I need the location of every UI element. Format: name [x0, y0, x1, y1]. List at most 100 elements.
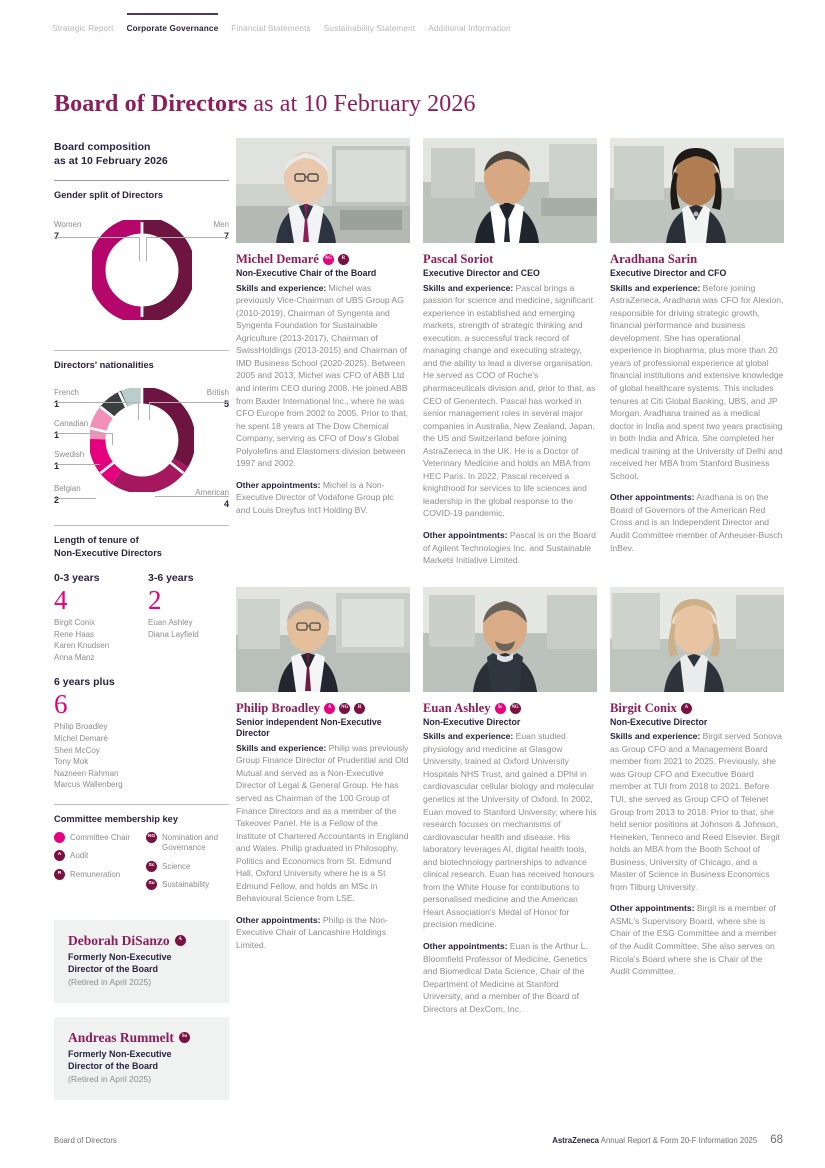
- director-name: Euan Ashley Sc NG: [423, 700, 521, 715]
- director-name: Birgit Conix A: [610, 701, 784, 716]
- director-name: Pascal Soriot: [423, 252, 494, 266]
- nav-item-financial-statements[interactable]: Financial Statements: [231, 24, 311, 33]
- key-label-sustainability: Sustainability: [162, 880, 210, 890]
- sustainability-badge-icon: Su: [146, 879, 157, 891]
- retired-director-name: Deborah DiSanzo A: [68, 933, 215, 949]
- audit-badge-icon: A: [54, 850, 65, 862]
- page-title: Board of Directors as at 10 February 202…: [54, 91, 476, 118]
- tenure-names-6-plus: Philip Broadley Michel Demaré Sheri McCo…: [54, 722, 123, 790]
- key-label-committee-chair: Committee Chair: [70, 832, 131, 842]
- director-card: Aradhana Sarin Executive Director and CF…: [610, 138, 784, 567]
- tenure-label-0-3: 0-3 years: [54, 572, 100, 584]
- retired-director-card: Andreas Rummelt Su Formerly Non-Executiv…: [54, 1016, 229, 1100]
- nav-item-additional-information[interactable]: Additional Information: [428, 24, 511, 33]
- footer-right: AstraZeneca Annual Report & Form 20-F In…: [552, 1134, 783, 1146]
- director-skills: Skills and experience: Philip was previo…: [236, 742, 409, 904]
- key-item-sustainability: Su Sustainability: [146, 879, 228, 891]
- leader-line-women-drop: [139, 237, 140, 261]
- divider: [54, 803, 229, 805]
- nationality-label-british: British 5: [206, 388, 229, 409]
- director-role: Executive Director and CFO: [610, 268, 727, 278]
- tenure-names-0-3: Birgit Conix Rene Haas Karen Knudsen Ann…: [54, 618, 110, 662]
- director-skills: Skills and experience: Pascal brings a p…: [423, 282, 596, 519]
- leader-line-canadian: [54, 433, 112, 434]
- section-nav: Strategic Report Corporate Governance Fi…: [52, 13, 782, 44]
- nav-item-corporate-governance[interactable]: Corporate Governance: [126, 13, 219, 36]
- remuneration-badge-icon: R: [354, 702, 366, 714]
- nationality-label-belgian: Belgian 2: [54, 484, 81, 505]
- audit-badge-icon: A: [680, 702, 692, 714]
- director-other-appointments: Other appointments: Aradhana is on the B…: [610, 492, 783, 553]
- director-card: Birgit Conix A Non-Executive Director Sk…: [610, 586, 784, 1016]
- tenure-label-6-plus: 6 years plus: [54, 676, 115, 689]
- committee-key: Committee Chair A Audit R Remuneration N…: [54, 831, 229, 898]
- key-label-nomination-governance: Nomination and Governance: [162, 832, 219, 853]
- director-skills: Skills and experience: Before joining As…: [610, 282, 784, 481]
- key-item-audit: A Audit: [54, 850, 136, 862]
- director-role: Non-Executive Director: [423, 716, 521, 727]
- director-other-appointments: Other appointments: Euan is the Arthur L…: [423, 940, 588, 1014]
- director-other-appointments: Other appointments: Pascal is on the Boa…: [423, 529, 596, 566]
- page-title-rest: as at 10 February 2026: [247, 91, 476, 118]
- committee-key-heading: Committee membership key: [54, 813, 179, 824]
- key-item-science: Sc Science: [146, 860, 228, 873]
- director-bio: Skills and experience: Philip was previo…: [236, 742, 410, 952]
- leader-line-british-drop: [149, 402, 150, 420]
- nationalities-donut-svg: [89, 388, 194, 492]
- leader-line-canadian-drop: [112, 433, 113, 445]
- key-item-committee-chair: Committee Chair: [54, 831, 136, 844]
- committee-chair-badge-icon: [54, 831, 65, 843]
- retired-director-role: Formerly Non-Executive Director of the B…: [68, 951, 172, 974]
- director-card: Michel Demaré NG R Non-Executive Chair o…: [236, 138, 410, 567]
- portrait-pascal-soriot: [423, 138, 597, 243]
- gender-label-men: Men 7: [213, 220, 229, 241]
- divider: [54, 350, 229, 351]
- portrait-euan-ashley: [423, 586, 597, 692]
- director-role: Non-Executive Director: [610, 716, 708, 727]
- director-bio: Skills and experience: Michel was previo…: [236, 282, 410, 517]
- leader-line-men-drop: [146, 237, 147, 261]
- director-bio: Skills and experience: Birgit served Son…: [610, 730, 784, 977]
- footer-section-label: Board of Directors: [54, 1136, 117, 1145]
- leader-line-men: [146, 237, 229, 238]
- nomination-governance-badge-icon: NG: [146, 831, 157, 843]
- nationality-label-canadian: Canadian 1: [54, 419, 89, 440]
- remuneration-badge-icon: R: [54, 868, 65, 880]
- key-item-nomination-governance: NG Nomination and Governance: [146, 831, 228, 854]
- nomination-governance-badge-icon: NG: [322, 254, 334, 265]
- key-item-remuneration: R Remuneration: [54, 868, 136, 881]
- director-card: Euan Ashley Sc NG Non-Executive Director…: [423, 586, 597, 1016]
- nav-item-strategic-report[interactable]: Strategic Report: [52, 24, 114, 33]
- nomination-governance-badge-icon: NG: [509, 702, 521, 714]
- director-role: Senior independent Non-Executive Directo…: [236, 716, 382, 739]
- science-badge-icon: Sc: [494, 702, 506, 714]
- leader-line-swedish: [54, 464, 100, 465]
- director-skills: Skills and experience: Euan studied phys…: [423, 731, 597, 930]
- tenure-group-3-6: 3-6 years 2 Euan Ashley Diana Layfield: [148, 572, 228, 663]
- leader-line-french: [54, 402, 138, 403]
- director-row: Michel Demaré NG R Non-Executive Chair o…: [236, 138, 784, 567]
- board-composition-panel: Board composition as at 10 February 2026…: [54, 140, 229, 1100]
- nav-item-sustainability-statement[interactable]: Sustainability Statement: [323, 24, 416, 33]
- leader-line-american: [155, 496, 229, 497]
- leader-line-women: [54, 237, 139, 238]
- committee-key-col-left: Committee Chair A Audit R Remuneration: [54, 831, 136, 898]
- gender-donut-svg: [91, 220, 192, 320]
- retired-director-date: (Retired in April 2025): [68, 1073, 152, 1084]
- director-bio: Skills and experience: Before joining As…: [610, 282, 784, 554]
- tenure-count-6-plus: 6: [54, 689, 68, 720]
- director-row: Philip Broadley A NG R Senior independen…: [236, 586, 784, 1016]
- leader-line-belgian: [54, 498, 96, 499]
- director-skills: Skills and experience: Michel was previo…: [236, 282, 408, 469]
- key-label-science: Science: [162, 861, 191, 871]
- board-composition-heading-line1: Board composition: [54, 141, 151, 153]
- tenure-heading-line2: Non-Executive Directors: [54, 548, 162, 558]
- portrait-michel-demare: [236, 138, 410, 243]
- divider: [54, 525, 229, 526]
- gender-split-heading: Gender split of Directors: [54, 190, 164, 200]
- sustainability-badge-icon: Su: [178, 1032, 190, 1044]
- nationality-label-swedish: Swedish 1: [54, 450, 85, 471]
- gender-split-chart: Women 7 Men 7: [54, 220, 229, 338]
- director-role: Non-Executive Chair of the Board: [236, 268, 377, 278]
